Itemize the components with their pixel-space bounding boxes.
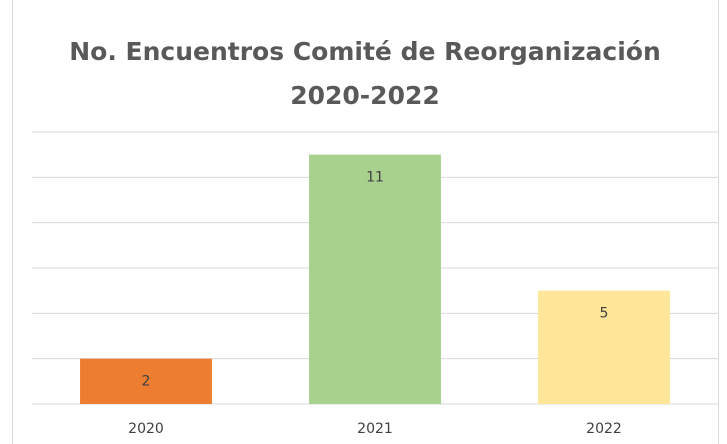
chart-border: [12, 0, 719, 444]
bar: [309, 154, 441, 404]
data-label: 5: [600, 306, 609, 322]
x-tick-label: 2022: [586, 421, 622, 437]
bar: [80, 358, 212, 404]
x-tick-label: 2021: [357, 421, 393, 437]
chart-title: No. Encuentros Comité de Reorganización …: [69, 37, 661, 110]
data-label: 11: [366, 170, 384, 186]
data-label: 2: [142, 374, 151, 390]
x-tick-label: 2020: [128, 421, 164, 437]
bar: [538, 290, 670, 404]
